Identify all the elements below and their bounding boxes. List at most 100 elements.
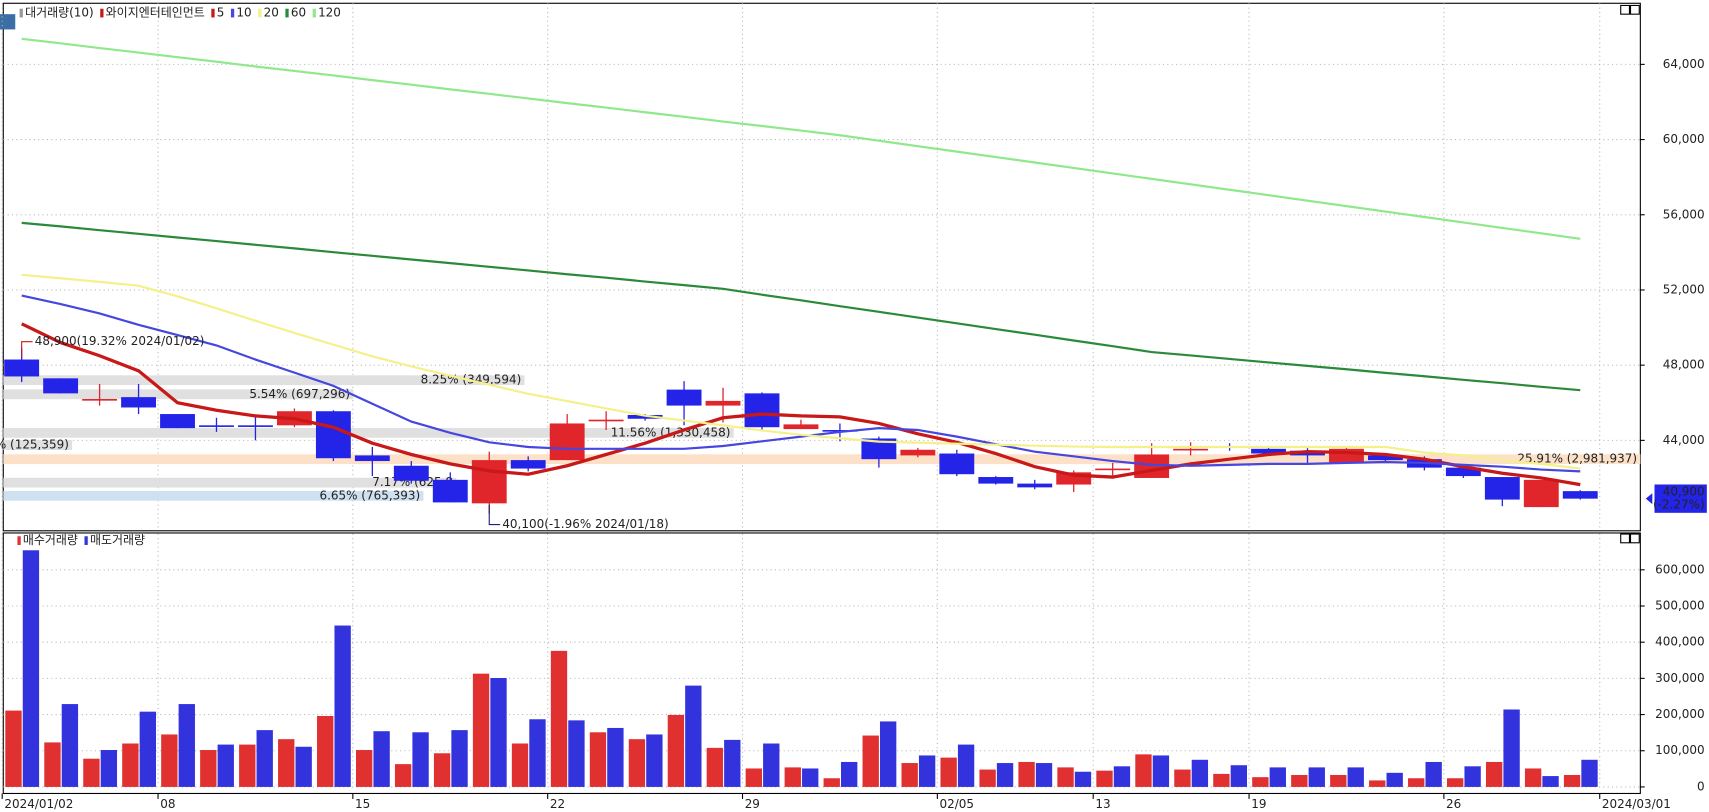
volume-bar: [1096, 770, 1113, 787]
legend-label: 매도거래량: [90, 533, 145, 547]
legend-swatch: [17, 536, 21, 545]
volume-bar: [373, 731, 390, 787]
y-tick-label: 500,000: [1655, 599, 1704, 613]
volume-bar: [706, 747, 724, 787]
volume-bar: [745, 768, 762, 787]
candle-body: [1095, 468, 1131, 471]
volume-panel-frame: [2, 532, 1641, 795]
window-button[interactable]: [1629, 533, 1640, 544]
legend-label: 매수거래량: [23, 533, 78, 547]
candle-body: [82, 399, 118, 401]
volume-bar: [394, 764, 412, 787]
volume-bar: [1269, 767, 1286, 787]
legend-label: 120: [318, 6, 341, 20]
window-button[interactable]: [1620, 4, 1630, 15]
volume-bar: [1074, 771, 1092, 787]
volume-bar: [901, 763, 918, 787]
volume-bar: [628, 739, 646, 787]
candle-body: [160, 414, 195, 429]
volume-bar: [1230, 765, 1248, 787]
y-tick-label: 100,000: [1655, 743, 1704, 757]
candle-body: [315, 411, 351, 459]
candle-body: [471, 460, 507, 504]
candle-body: [627, 414, 663, 419]
x-tick-label: 2024/01/02: [4, 797, 73, 811]
last-price-label: (-2.27%): [1653, 498, 1705, 512]
volume-bar: [5, 710, 22, 787]
candle-body: [1367, 455, 1403, 461]
volume-bar: [1542, 776, 1559, 787]
y-tick-label: 400,000: [1655, 635, 1704, 649]
volume-bar: [1386, 772, 1403, 787]
volume-bar: [763, 743, 780, 787]
x-tick-label: 13: [1095, 797, 1110, 811]
y-tick-label: 64,000: [1663, 57, 1705, 71]
volume-bar: [217, 744, 234, 787]
candle-body: [666, 389, 702, 406]
annotation-arrow: [488, 504, 501, 526]
profile-label: 7.17% (625,8: [372, 475, 453, 489]
volume-bar: [1408, 778, 1425, 787]
window-button[interactable]: [1629, 4, 1640, 15]
volume-bar: [996, 763, 1014, 787]
volume-bar: [529, 719, 546, 787]
candle-body: [861, 438, 897, 460]
min-annotation: 40,100(-1.96% 2024/01/18): [502, 517, 668, 531]
volume-bar: [1524, 768, 1542, 787]
candle-body: [510, 460, 546, 469]
volume-bar: [1503, 709, 1520, 787]
profile-bar: [3, 454, 1641, 465]
candle-body: [744, 393, 780, 428]
volume-bar: [784, 767, 801, 787]
legend-label: 60: [291, 6, 306, 20]
window-button[interactable]: [1620, 533, 1630, 544]
volume-bar: [278, 739, 295, 787]
legend-swatch: [230, 8, 235, 18]
x-tick-label: 19: [1251, 797, 1266, 811]
candle-body: [121, 397, 156, 408]
volume-bar: [1057, 767, 1074, 787]
candle-body: [705, 400, 741, 406]
last-price-label: 40,900: [1663, 485, 1705, 499]
legend-swatch: [84, 536, 88, 545]
volume-bar: [295, 746, 312, 787]
volume-bar: [22, 550, 40, 787]
volume-bar: [490, 678, 507, 787]
y-tick-label: 300,000: [1655, 671, 1704, 685]
volume-bar: [1581, 759, 1598, 787]
volume-bar: [433, 753, 451, 787]
legend-swatch: [211, 8, 215, 18]
candle-body: [1251, 448, 1286, 454]
volume-bar: [1308, 767, 1325, 787]
volume-bar: [979, 769, 996, 787]
volume-bar: [1035, 763, 1053, 787]
candle-body: [783, 424, 819, 430]
candle-body: [4, 359, 40, 377]
volume-bar: [1113, 766, 1131, 787]
legend-label: 5: [217, 6, 225, 20]
volume-bar: [100, 750, 118, 787]
profile-label: 5.54% (697,296): [249, 387, 350, 401]
y-tick-label: 0: [1697, 779, 1705, 793]
ma-line: [21, 37, 1581, 240]
volume-bar: [61, 704, 79, 787]
volume-bar: [1152, 755, 1170, 787]
candle-body: [1523, 479, 1559, 508]
volume-bar: [472, 673, 490, 787]
ma-line: [21, 273, 1581, 470]
last-price-tag: [1654, 484, 1707, 513]
candle-body: [978, 477, 1014, 484]
volume-bar: [1464, 766, 1481, 787]
legend-label: 10: [236, 6, 251, 20]
volume-bar: [200, 750, 217, 787]
volume-bar: [918, 755, 936, 787]
volume-bar: [1135, 754, 1152, 787]
volume-bar: [1447, 778, 1464, 787]
panel-icon[interactable]: [0, 14, 16, 30]
candle-body: [1484, 477, 1520, 500]
volume-bar: [178, 704, 195, 787]
volume-bar: [1291, 774, 1308, 787]
volume-bar: [940, 757, 957, 787]
candle-body: [939, 453, 975, 475]
volume-bar: [511, 743, 529, 787]
